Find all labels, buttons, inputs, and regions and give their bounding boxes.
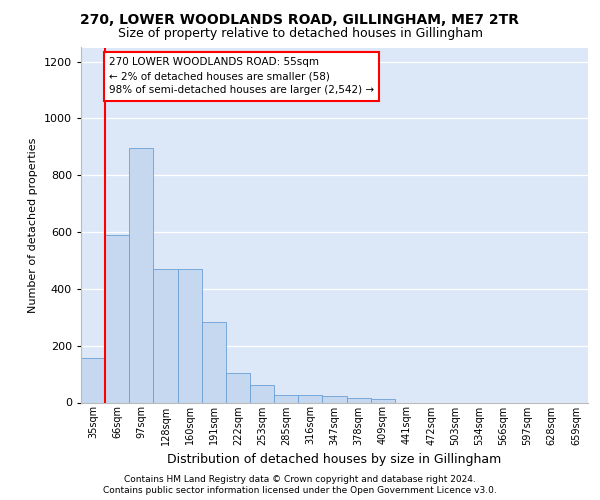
Bar bbox=[226, 372, 250, 402]
Bar bbox=[322, 396, 347, 402]
Bar bbox=[298, 394, 322, 402]
Text: Contains public sector information licensed under the Open Government Licence v3: Contains public sector information licen… bbox=[103, 486, 497, 495]
Bar bbox=[178, 269, 202, 402]
Text: Contains HM Land Registry data © Crown copyright and database right 2024.: Contains HM Land Registry data © Crown c… bbox=[124, 475, 476, 484]
Bar bbox=[154, 269, 178, 402]
Text: 270, LOWER WOODLANDS ROAD, GILLINGHAM, ME7 2TR: 270, LOWER WOODLANDS ROAD, GILLINGHAM, M… bbox=[80, 12, 520, 26]
X-axis label: Distribution of detached houses by size in Gillingham: Distribution of detached houses by size … bbox=[167, 453, 502, 466]
Text: Size of property relative to detached houses in Gillingham: Size of property relative to detached ho… bbox=[118, 28, 482, 40]
Text: 270 LOWER WOODLANDS ROAD: 55sqm
← 2% of detached houses are smaller (58)
98% of : 270 LOWER WOODLANDS ROAD: 55sqm ← 2% of … bbox=[109, 58, 374, 96]
Y-axis label: Number of detached properties: Number of detached properties bbox=[28, 138, 38, 312]
Bar bbox=[371, 399, 395, 402]
Bar bbox=[81, 358, 105, 403]
Bar bbox=[105, 235, 129, 402]
Bar bbox=[250, 385, 274, 402]
Bar bbox=[129, 148, 154, 402]
Bar bbox=[202, 322, 226, 402]
Bar bbox=[274, 394, 298, 402]
Bar bbox=[347, 398, 371, 402]
